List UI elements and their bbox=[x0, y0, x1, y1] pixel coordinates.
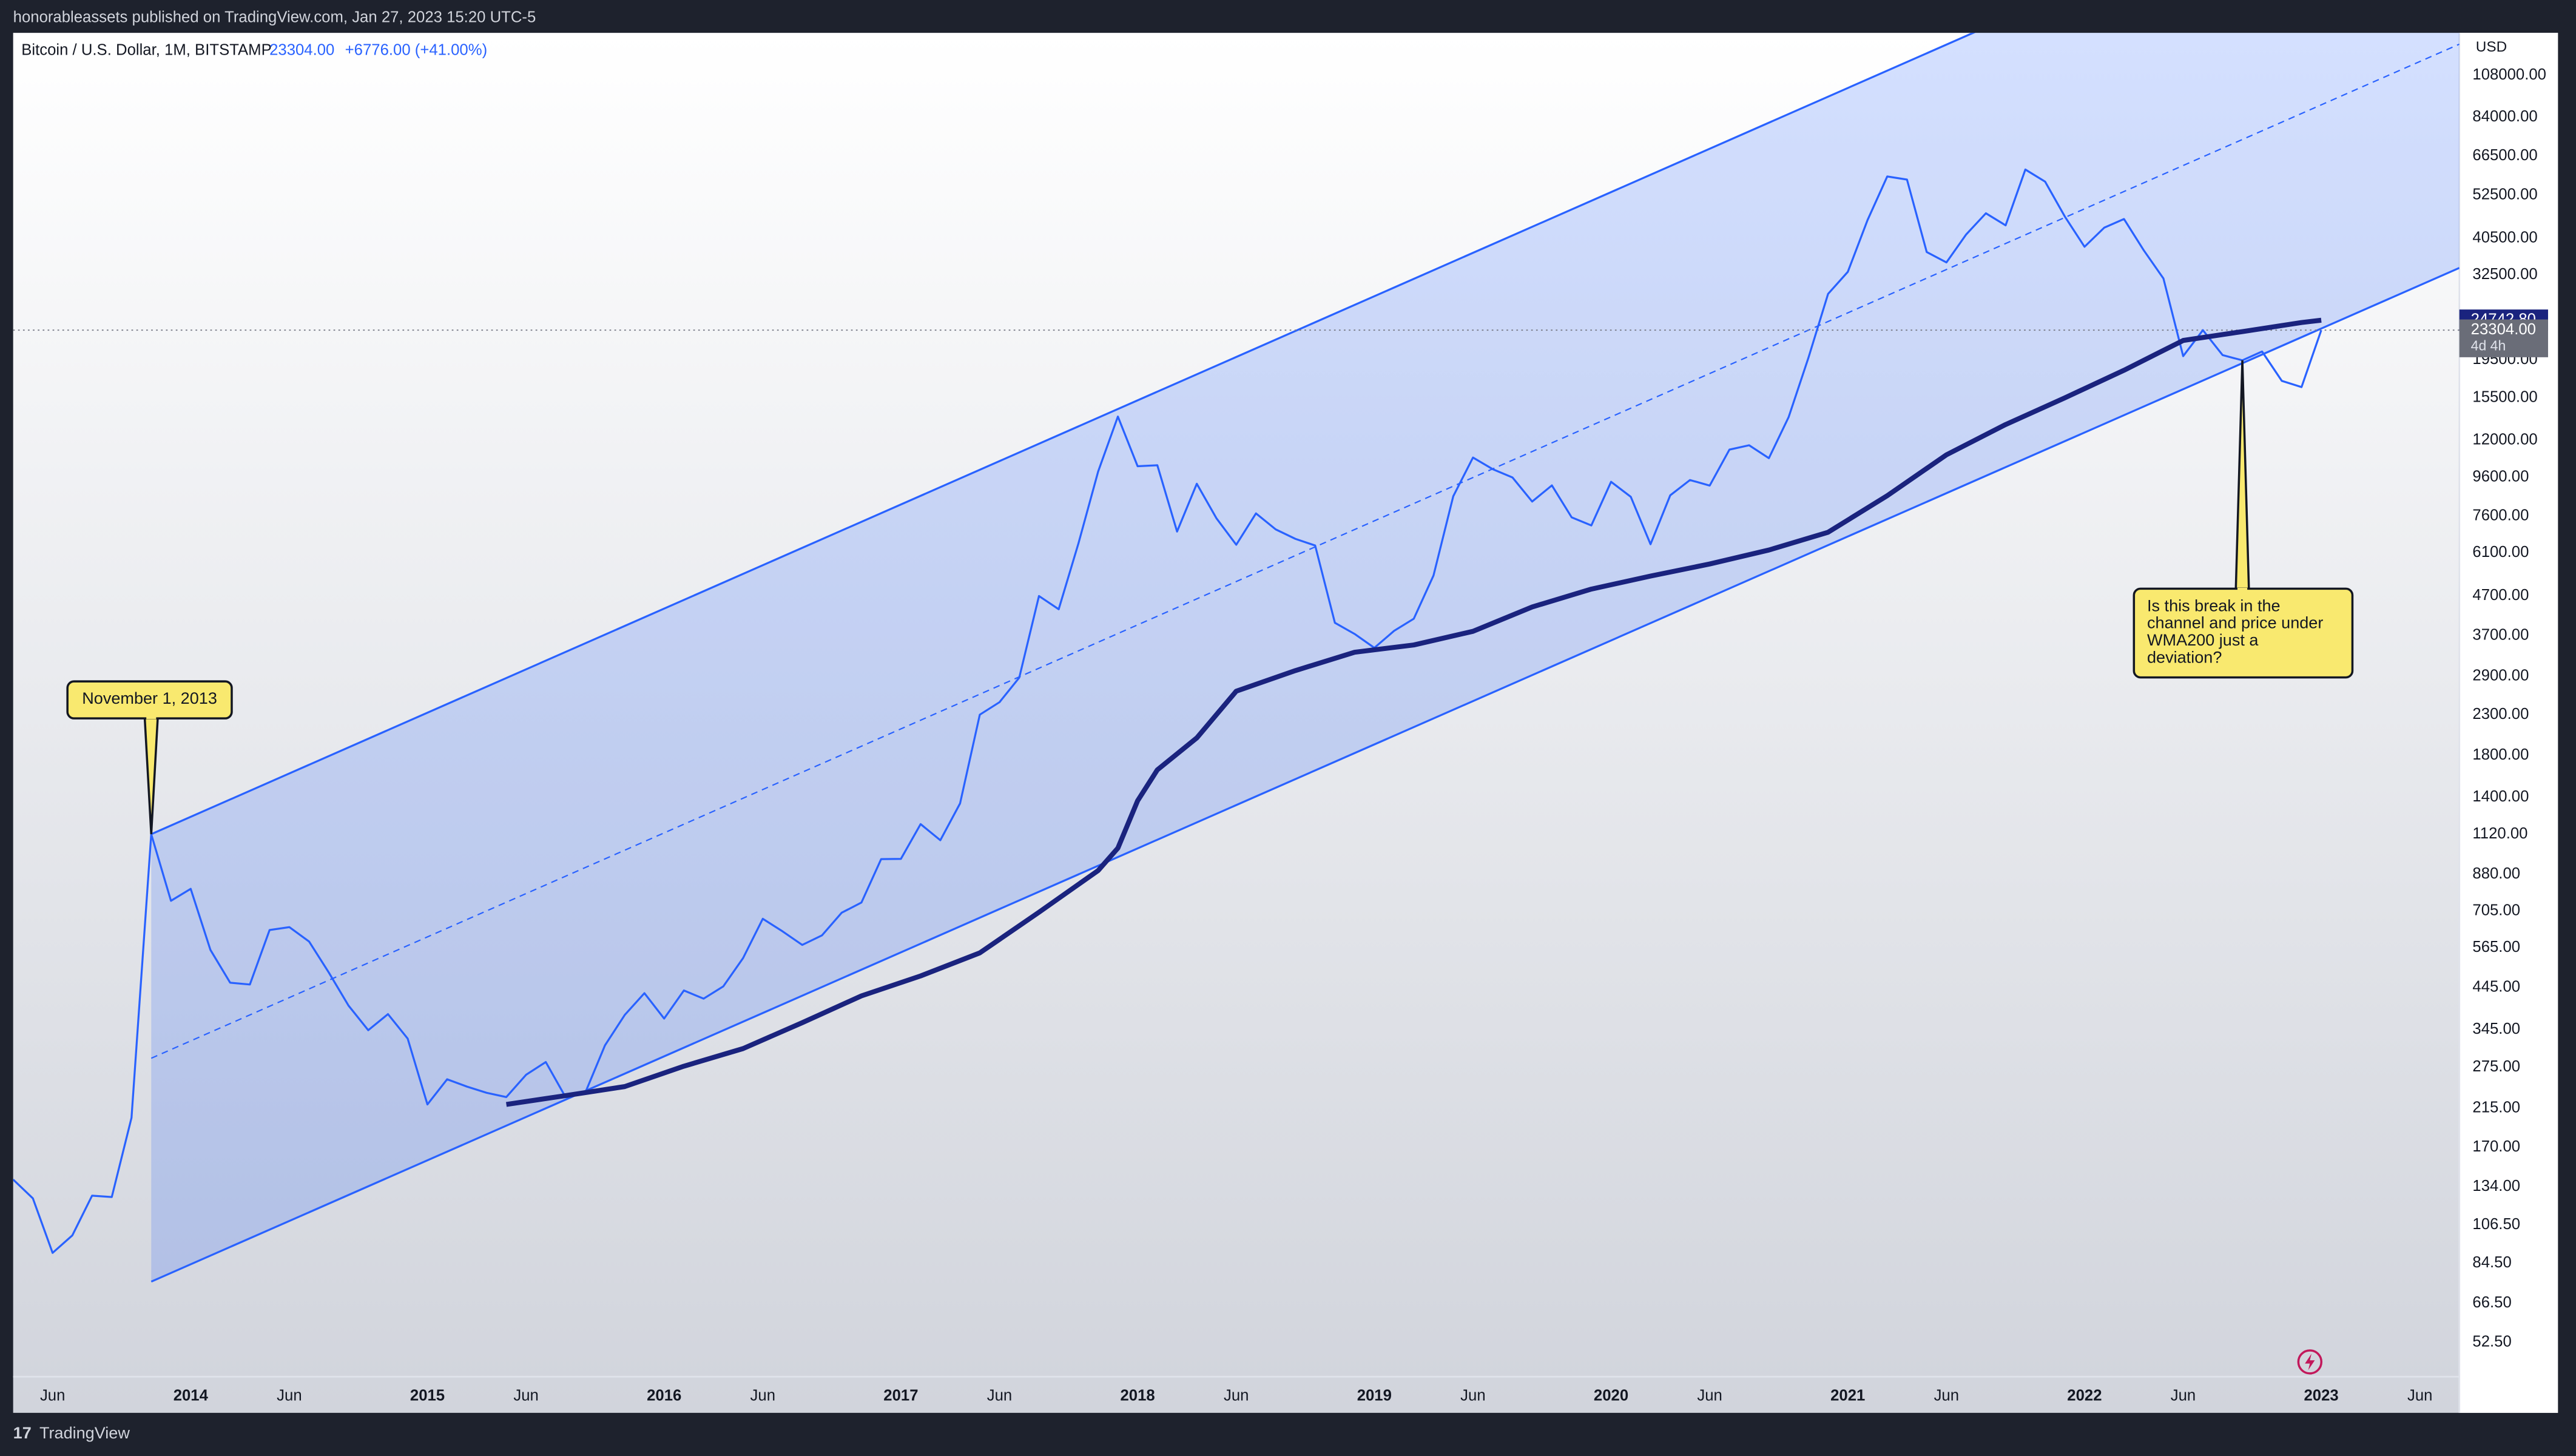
y-tick-label: 134.00 bbox=[2472, 1178, 2520, 1195]
y-tick-label: 106.50 bbox=[2472, 1216, 2520, 1233]
x-tick-label: 2022 bbox=[2067, 1387, 2102, 1404]
y-tick-label: 66500.00 bbox=[2472, 147, 2537, 164]
y-tick-label: 880.00 bbox=[2472, 865, 2520, 882]
x-tick-label: Jun bbox=[1224, 1387, 1249, 1404]
series-line bbox=[505, 317, 2322, 1107]
callout-text: WMA200 just a bbox=[2147, 630, 2259, 649]
plot-area bbox=[13, 33, 2460, 1283]
price-tag bbox=[2459, 319, 2548, 357]
x-tick-label: 2017 bbox=[883, 1387, 918, 1404]
channel-fill bbox=[151, 33, 2460, 1282]
y-tick-label: 84.50 bbox=[2472, 1254, 2511, 1271]
price-countdown: 4d 4h bbox=[2471, 337, 2506, 353]
header: honorableassets published on TradingView… bbox=[13, 9, 536, 26]
x-tick-label: Jun bbox=[2171, 1387, 2196, 1404]
callout-text: Is this break in the bbox=[2147, 596, 2281, 615]
channel-middle bbox=[150, 43, 2460, 1059]
x-tick-label: 2019 bbox=[1357, 1387, 1392, 1404]
y-tick-label: 66.50 bbox=[2472, 1294, 2511, 1311]
x-tick-label: 2014 bbox=[174, 1387, 209, 1404]
y-tick-label: 1800.00 bbox=[2472, 746, 2529, 763]
x-tick-label: Jun bbox=[40, 1387, 65, 1404]
y-tick-label: 345.00 bbox=[2472, 1020, 2520, 1037]
series-line bbox=[13, 168, 2322, 1254]
x-tick-label: Jun bbox=[987, 1387, 1012, 1404]
y-tick-label: 170.00 bbox=[2472, 1138, 2520, 1155]
axis-unit: USD bbox=[2476, 39, 2507, 55]
y-tick-label: 9600.00 bbox=[2472, 468, 2529, 485]
footer-brand: TradingView bbox=[39, 1423, 130, 1442]
y-tick-label: 215.00 bbox=[2472, 1099, 2520, 1116]
x-tick-label: 2016 bbox=[647, 1387, 681, 1404]
y-tick-label: 705.00 bbox=[2472, 902, 2520, 919]
channel-lower bbox=[150, 267, 2460, 1283]
y-tick-label: 1120.00 bbox=[2472, 825, 2527, 842]
x-tick-label: Jun bbox=[1460, 1387, 1485, 1404]
y-tick-label: 84000.00 bbox=[2472, 108, 2537, 125]
x-tick-label: Jun bbox=[2407, 1387, 2432, 1404]
y-tick-label: 12000.00 bbox=[2472, 431, 2537, 448]
x-tick-label: Jun bbox=[277, 1387, 302, 1404]
legend-price: 23304.00 bbox=[269, 42, 334, 59]
callout-text: channel and price under bbox=[2147, 613, 2323, 632]
callout: November 1, 2013 bbox=[66, 680, 233, 835]
y-tick-label: 3700.00 bbox=[2472, 627, 2529, 644]
y-tick-label: 2900.00 bbox=[2472, 667, 2529, 684]
y-tick-label: 15500.00 bbox=[2472, 389, 2537, 406]
y-tick-label: 7600.00 bbox=[2472, 507, 2529, 524]
callout-text: November 1, 2013 bbox=[82, 689, 217, 707]
logo: 17 bbox=[13, 1423, 32, 1442]
x-tick-label: 2023 bbox=[2304, 1387, 2339, 1404]
y-tick-label: 52500.00 bbox=[2472, 186, 2537, 203]
y-tick-label: 275.00 bbox=[2472, 1058, 2520, 1075]
x-tick-label: Jun bbox=[750, 1387, 775, 1404]
x-tick-label: 2020 bbox=[1594, 1387, 1628, 1404]
x-tick-label: 2021 bbox=[1830, 1387, 1865, 1404]
y-tick-label: 4700.00 bbox=[2472, 587, 2529, 604]
x-tick-label: 2015 bbox=[410, 1387, 445, 1404]
alert-icon bbox=[2297, 1349, 2323, 1375]
x-tick-label: Jun bbox=[1697, 1387, 1722, 1404]
price-tag-label: 23304.00 bbox=[2471, 321, 2536, 338]
x-tick-label: Jun bbox=[513, 1387, 538, 1404]
callout-seam bbox=[146, 715, 157, 720]
callout-text: deviation? bbox=[2147, 648, 2222, 667]
x-tick-label: Jun bbox=[1934, 1387, 1959, 1404]
callout-seam bbox=[2237, 588, 2248, 592]
y-tick-label: 1400.00 bbox=[2472, 788, 2529, 805]
chart-background bbox=[13, 33, 2558, 1413]
y-tick-label: 6100.00 bbox=[2472, 544, 2529, 561]
legend: Bitcoin / U.S. Dollar, 1M, BITSTAMP 2330… bbox=[21, 42, 487, 59]
legend-symbol: Bitcoin / U.S. Dollar, 1M, BITSTAMP bbox=[21, 42, 272, 59]
y-tick-label: 40500.00 bbox=[2472, 229, 2537, 246]
y-tick-label: 445.00 bbox=[2472, 978, 2520, 995]
y-tick-label: 32500.00 bbox=[2472, 266, 2537, 283]
legend-change: +6776.00 (+41.00%) bbox=[345, 42, 488, 59]
price-axis bbox=[2459, 33, 2558, 1413]
y-tick-label: 108000.00 bbox=[2472, 66, 2546, 83]
y-tick-label: 52.50 bbox=[2472, 1333, 2511, 1350]
x-tick-label: 2018 bbox=[1121, 1387, 1155, 1404]
y-tick-label: 565.00 bbox=[2472, 939, 2520, 956]
channel-upper bbox=[150, 33, 1976, 835]
y-tick-label: 2300.00 bbox=[2472, 706, 2529, 723]
